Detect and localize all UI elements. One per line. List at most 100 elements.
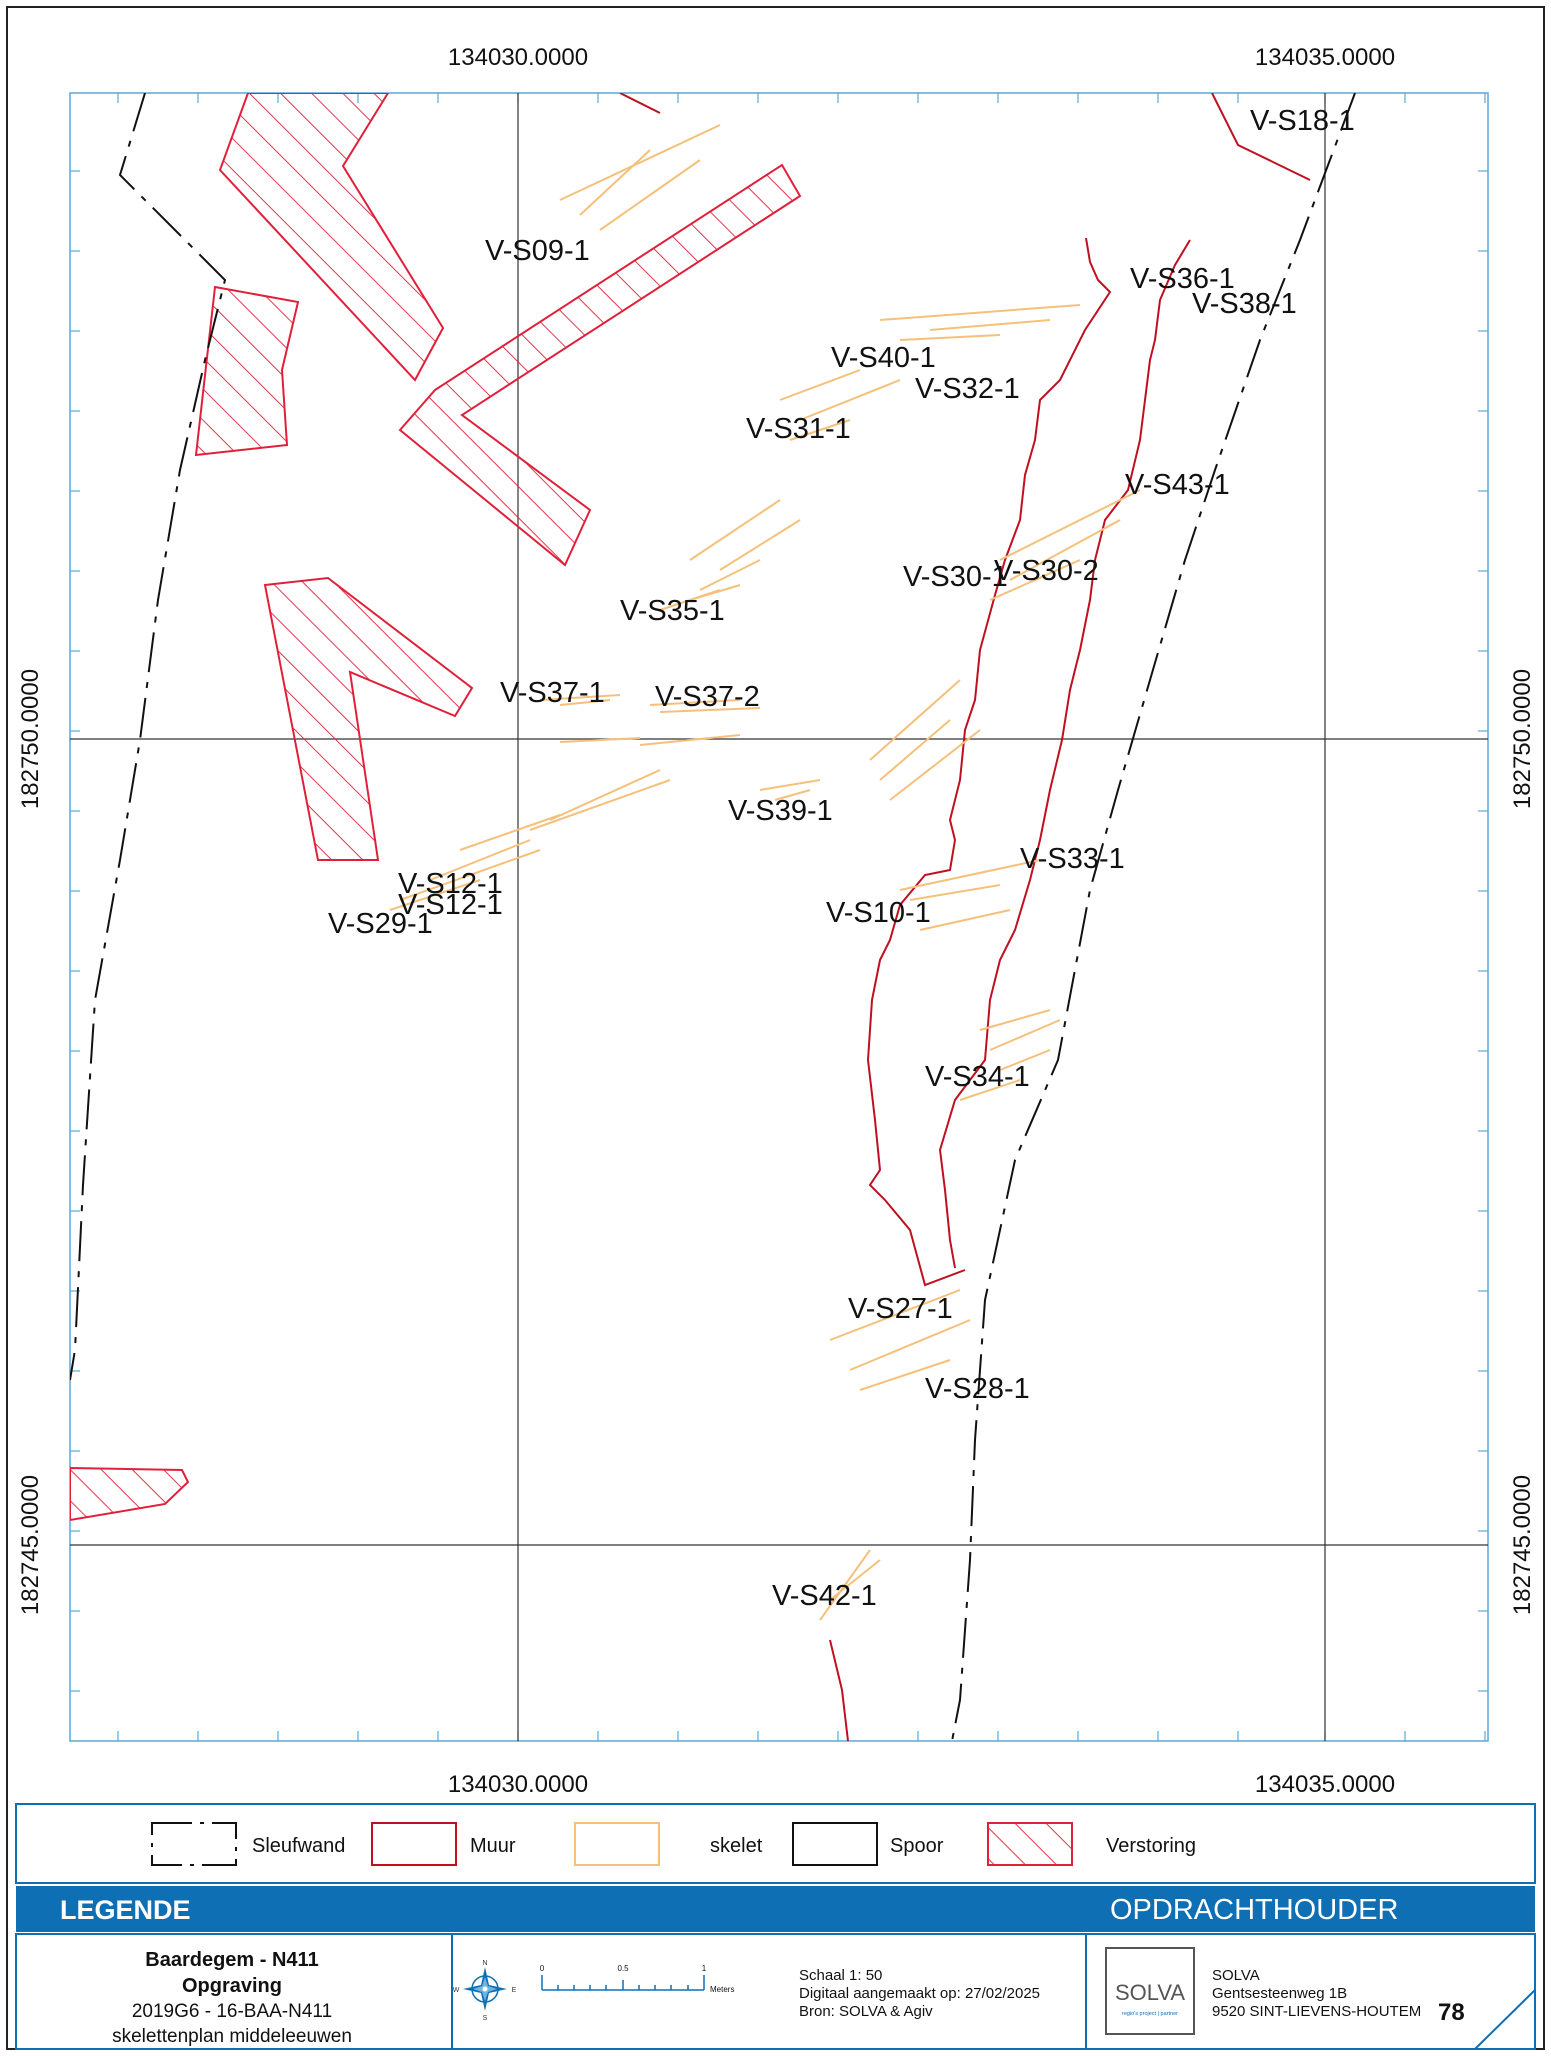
feature-label: V-S09-1 <box>485 235 590 267</box>
feature-label: V-S32-1 <box>915 373 1020 405</box>
skelet-lines <box>389 124 1141 1621</box>
orange-outline-swatch <box>574 1822 660 1866</box>
band-label-legende: LEGENDE <box>60 1895 191 1925</box>
client-name: SOLVA <box>1212 1967 1260 1984</box>
skelet-segment <box>689 499 781 561</box>
north-arrow-icon: N W E S <box>453 1960 517 2022</box>
feature-label: V-S10-1 <box>826 897 931 929</box>
svg-text:E: E <box>512 1987 517 1994</box>
feature-label: V-S42-1 <box>772 1580 877 1612</box>
logo-tagline: regio's project | partner <box>1122 2011 1178 2017</box>
scale-text: Schaal 1: 50 <box>799 1967 882 1984</box>
x-coord-top-left: 134030.0000 <box>448 44 588 71</box>
map-frame <box>69 92 1489 1742</box>
skelet-segment <box>539 694 621 701</box>
skelet-segment <box>979 1009 1051 1031</box>
legend-item-skelet: skelet <box>574 1822 763 1866</box>
skelet-segment <box>559 737 641 743</box>
feature-label: V-S29-1 <box>328 908 433 940</box>
skelet-segment <box>719 519 801 571</box>
scalebar-tick-half: 0.5 <box>617 1964 629 1973</box>
y-coord-right-upper: 182750.0000 <box>1509 669 1536 809</box>
legend-label-sleufwand: Sleufwand <box>252 1835 345 1857</box>
skelet-segment <box>699 559 761 591</box>
skelet-segment <box>879 719 951 781</box>
skelet-segment <box>529 779 671 831</box>
svg-text:N: N <box>482 1960 487 1967</box>
skelet-segment <box>929 319 1051 331</box>
digitized-date: Digitaal aangemaakt op: 27/02/2025 <box>799 1985 1040 2002</box>
skelet-segment <box>559 124 721 201</box>
skelet-segment <box>579 149 651 216</box>
skelet-segment <box>829 1559 881 1601</box>
skelet-segment <box>859 1359 951 1391</box>
skelet-segment <box>774 789 811 801</box>
svg-text:S: S <box>483 2015 488 2022</box>
feature-label: V-S12-1 <box>398 889 503 921</box>
legend-item-sleufwand: Sleufwand <box>151 1822 345 1866</box>
scalebar-tick-0: 0 <box>540 1964 545 1973</box>
scale-bar <box>541 1975 705 1991</box>
skelet-segment <box>899 859 1041 891</box>
hatched-red-swatch <box>987 1822 1073 1866</box>
skelet-segment <box>889 729 981 801</box>
black-outline-swatch <box>792 1822 878 1866</box>
title-block: Baardegem - N411 Opgraving 2019G6 - 16-B… <box>15 1933 1536 2050</box>
legend-item-spoor: Spoor <box>792 1822 944 1866</box>
skelet-segment <box>899 334 1001 341</box>
skelet-segment <box>989 559 1081 601</box>
skelet-segment <box>909 884 1001 901</box>
x-coord-top-right: 134035.0000 <box>1255 44 1395 71</box>
feature-label: V-S40-1 <box>831 342 936 374</box>
skelet-segment <box>1009 519 1121 581</box>
skelet-segment <box>459 814 561 851</box>
client-street: Gentsesteenweg 1B <box>1212 1985 1347 2002</box>
skelet-segment <box>399 849 541 901</box>
skelet-segment <box>829 1289 961 1341</box>
project-name: Baardegem - N411 <box>145 1949 318 1971</box>
skelet-segment <box>759 779 821 791</box>
project-code: 2019G6 - 16-BAA-N411 <box>132 2001 332 2022</box>
project-type: Opgraving <box>182 1975 282 1997</box>
skelet-segment <box>989 1019 1061 1051</box>
skelet-segment <box>919 909 1011 931</box>
scalebar-tick-1: 1 <box>702 1964 707 1973</box>
skelet-segment <box>659 707 761 713</box>
client-city: 9520 SINT-LIEVENS-HOUTEM <box>1212 2003 1421 2020</box>
feature-label: V-S33-1 <box>1020 843 1125 875</box>
feature-label: V-S27-1 <box>848 1293 953 1325</box>
plan-subject: skelettenplan middeleeuwen <box>112 2026 352 2047</box>
sleufwand-lines <box>70 93 1356 1741</box>
solva-logo: SOLVA regio's project | partner <box>1105 1947 1195 2035</box>
y-coord-right-lower: 182745.0000 <box>1509 1475 1536 1615</box>
skelet-segment <box>999 489 1141 561</box>
band-label-opdrachthouder: OPDRACHTHOUDER <box>1110 1894 1398 1926</box>
y-coord-left-lower: 182745.0000 <box>17 1475 44 1615</box>
skelet-segment <box>549 769 661 821</box>
feature-label: V-S28-1 <box>925 1373 1030 1405</box>
skelet-segment <box>869 679 961 761</box>
feature-label: V-S30-2 <box>994 555 1099 587</box>
skelet-segment <box>559 699 611 706</box>
feature-label: V-S37-1 <box>500 677 605 709</box>
feature-label: V-S36-1 <box>1130 263 1235 295</box>
sheet-number: 78 <box>1438 1999 1465 2026</box>
skelet-segment <box>779 369 861 401</box>
skelet-segment <box>689 584 741 601</box>
feature-label: V-S31-1 <box>746 413 851 445</box>
skelet-segment <box>999 1049 1051 1071</box>
source-text: Bron: SOLVA & Agiv <box>799 2003 933 2020</box>
feature-label: V-S37-2 <box>655 681 760 713</box>
dashed-line-swatch <box>151 1822 237 1866</box>
feature-label: V-S38-1 <box>1192 288 1297 320</box>
skelet-segment <box>599 159 701 231</box>
skelet-segment <box>879 304 1081 321</box>
verstoring-areas <box>70 93 802 1522</box>
legend-item-muur: Muur <box>371 1822 516 1866</box>
red-outline-swatch <box>371 1822 457 1866</box>
feature-label: V-S35-1 <box>620 595 725 627</box>
feature-labels: V-S18-1 V-S09-1 V-S36-1V-S38-1 V-S40-1V-S32… <box>328 105 1355 1612</box>
skelet-segment <box>959 1079 1021 1101</box>
skelet-segment <box>639 734 741 746</box>
